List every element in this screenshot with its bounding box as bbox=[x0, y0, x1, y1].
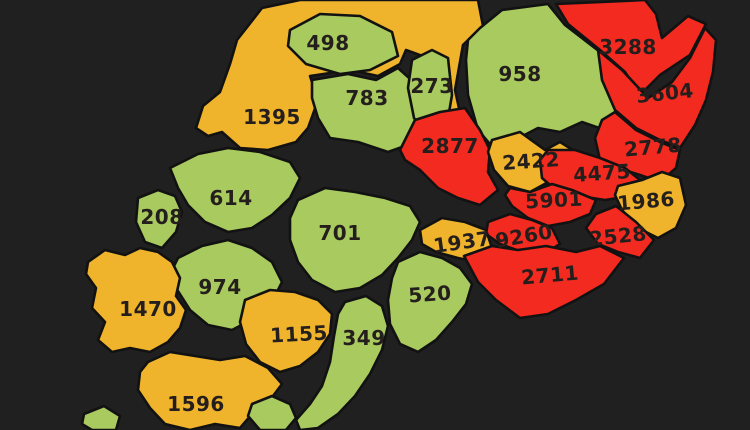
district-region bbox=[194, 0, 485, 192]
district-value-label: 783 bbox=[345, 86, 388, 110]
district-value-label: 520 bbox=[408, 281, 453, 308]
district-value-label: 1986 bbox=[616, 187, 676, 216]
district-value-label: 701 bbox=[318, 221, 361, 245]
district-region bbox=[238, 288, 334, 374]
district-value-label: 958 bbox=[498, 62, 541, 86]
district-region bbox=[246, 394, 298, 430]
district-value-label: 3604 bbox=[635, 78, 695, 108]
district-value-label: 2778 bbox=[623, 133, 683, 162]
district-region bbox=[503, 182, 598, 228]
district-region bbox=[398, 106, 500, 207]
district-region bbox=[168, 146, 302, 234]
district-region bbox=[584, 204, 656, 260]
district-value-label: 2422 bbox=[501, 147, 560, 175]
district-value-label: 2711 bbox=[520, 261, 580, 290]
district-region bbox=[462, 244, 626, 320]
district-value-label: 208 bbox=[140, 205, 183, 229]
district-region bbox=[386, 250, 474, 354]
district-value-label: 273 bbox=[410, 74, 453, 98]
district-regions-layer bbox=[80, 0, 718, 430]
district-value-label: 3288 bbox=[599, 35, 657, 59]
district-region bbox=[286, 12, 400, 76]
district-region bbox=[80, 404, 122, 430]
district-value-label: 1596 bbox=[167, 392, 225, 416]
district-value-label: 1395 bbox=[243, 105, 301, 129]
district-region bbox=[596, 26, 718, 150]
district-value-label: 1470 bbox=[119, 297, 177, 321]
district-value-label: 349 bbox=[342, 326, 385, 350]
district-value-label: 498 bbox=[306, 31, 349, 55]
district-value-label: 2877 bbox=[421, 134, 479, 158]
district-region bbox=[84, 246, 188, 354]
district-region bbox=[288, 186, 422, 294]
district-value-label: 1155 bbox=[270, 321, 329, 348]
district-value-label: 5901 bbox=[525, 187, 584, 214]
district-value-label: 974 bbox=[198, 275, 241, 299]
district-region bbox=[134, 188, 184, 250]
district-value-label: 614 bbox=[209, 186, 252, 210]
district-value-label: 4475 bbox=[572, 159, 631, 187]
district-region bbox=[294, 294, 390, 430]
district-value-label: 2528 bbox=[588, 221, 648, 251]
